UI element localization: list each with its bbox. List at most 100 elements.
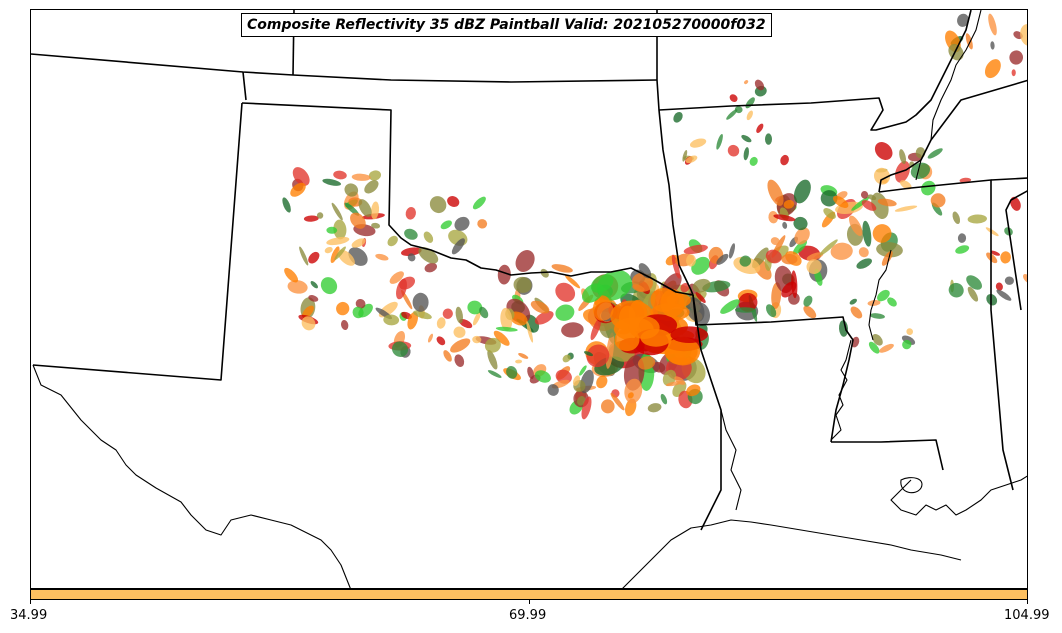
nm-tx-border <box>32 102 243 381</box>
reflectivity-blob <box>1010 196 1021 211</box>
reflectivity-blob <box>586 344 610 368</box>
reflectivity-blob <box>371 222 381 229</box>
reflectivity-blob <box>985 227 999 237</box>
reflectivity-blob <box>638 263 652 279</box>
reflectivity-blob <box>412 292 429 312</box>
reflectivity-blob <box>900 180 912 190</box>
reflectivity-blob <box>744 80 749 85</box>
reflectivity-blob <box>472 311 481 326</box>
reflectivity-blob <box>513 276 532 293</box>
reflectivity-blob <box>652 361 666 373</box>
reflectivity-blob <box>326 236 350 246</box>
reflectivity-blob <box>685 155 698 164</box>
reflectivity-blob <box>479 306 489 319</box>
reflectivity-blob <box>873 167 891 185</box>
reflectivity-blob <box>806 252 824 261</box>
reflectivity-blob <box>833 195 849 208</box>
reflectivity-blob <box>447 196 460 207</box>
reflectivity-blob <box>579 365 587 376</box>
reflectivity-blob <box>1023 274 1027 284</box>
reflectivity-blob <box>341 319 349 331</box>
reflectivity-blob <box>902 339 912 350</box>
reflectivity-blob <box>830 242 853 260</box>
reflectivity-blob <box>716 253 729 265</box>
reflectivity-blob <box>427 333 434 343</box>
reflectivity-blob <box>720 299 740 314</box>
reflectivity-blob <box>806 259 822 275</box>
coastline <box>32 10 1027 588</box>
reflectivity-blob <box>876 242 903 258</box>
reflectivity-blob <box>442 308 453 319</box>
reflectivity-blob <box>765 304 777 318</box>
reflectivity-blob <box>820 190 838 207</box>
reflectivity-blob <box>632 284 645 292</box>
reflectivity-blob <box>308 295 319 302</box>
reflectivity-core-blob <box>660 289 685 318</box>
reflectivity-blob <box>966 275 982 290</box>
reflectivity-blob <box>781 253 798 265</box>
reflectivity-blob <box>823 208 836 219</box>
reflectivity-blob <box>771 282 782 309</box>
reflectivity-blob <box>1004 276 1014 285</box>
reflectivity-blob <box>596 302 614 321</box>
reflectivity-blob <box>910 162 931 179</box>
reflectivity-blob <box>783 199 795 209</box>
reflectivity-blob <box>770 237 780 246</box>
red-river-la <box>720 409 742 511</box>
reflectivity-blob <box>453 326 466 338</box>
reflectivity-blob <box>685 254 697 267</box>
reflectivity-blob <box>590 317 602 341</box>
reflectivity-blob <box>1020 24 1027 46</box>
reflectivity-blob <box>727 144 740 157</box>
reflectivity-blob <box>506 366 518 379</box>
colorbar-tick-mark-mid <box>529 600 530 604</box>
reflectivity-blob <box>952 211 961 225</box>
reflectivity-blob <box>418 247 439 264</box>
colorbar-tick-mark-max <box>1027 600 1028 604</box>
reflectivity-blob <box>407 253 416 262</box>
reflectivity-blob <box>290 182 306 197</box>
reflectivity-blob <box>424 262 438 273</box>
colorbar <box>30 589 1028 600</box>
reflectivity-blob <box>780 154 789 166</box>
reflectivity-core-blob <box>665 337 701 366</box>
reflectivity-blob <box>927 148 943 159</box>
reflectivity-blob <box>526 321 534 343</box>
map-svg <box>31 10 1027 588</box>
reflectivity-blob <box>472 196 486 210</box>
reflectivity-blob <box>674 376 686 385</box>
reflectivity-blob <box>741 134 752 143</box>
reflectivity-blob <box>320 277 338 295</box>
reflectivity-blob <box>1000 251 1011 264</box>
texas-coast <box>622 519 962 588</box>
reflectivity-blob <box>749 156 758 166</box>
la-ms-border <box>831 439 944 471</box>
reflectivity-blob <box>493 330 510 346</box>
reflectivity-blob <box>1011 69 1016 77</box>
reflectivity-blob <box>765 249 782 264</box>
reflectivity-blob <box>869 313 885 319</box>
reflectivity-blob <box>401 247 422 256</box>
reflectivity-blob <box>773 214 796 222</box>
ms-al-border <box>878 179 1014 491</box>
reflectivity-blob <box>689 138 707 148</box>
reflectivity-blob <box>861 200 877 211</box>
reflectivity-blob <box>872 224 892 243</box>
reflectivity-blob <box>450 338 471 353</box>
reflectivity-blob <box>894 205 918 212</box>
reflectivity-blob <box>600 399 615 414</box>
reflectivity-blob <box>874 142 893 160</box>
tn-ga-border <box>990 177 1027 181</box>
reflectivity-blob <box>443 350 452 362</box>
reflectivity-blob <box>364 180 379 194</box>
reflectivity-blob <box>803 295 813 307</box>
reflectivity-blob <box>739 255 752 267</box>
reflectivity-blob <box>299 246 309 266</box>
upper-mississippi <box>868 249 892 341</box>
reflectivity-blob <box>877 198 897 207</box>
reflectivity-blob <box>856 258 872 269</box>
reflectivity-blob <box>515 250 535 272</box>
reflectivity-blob <box>868 341 880 354</box>
reflectivity-blob <box>858 247 869 258</box>
reflectivity-blob <box>518 352 529 359</box>
